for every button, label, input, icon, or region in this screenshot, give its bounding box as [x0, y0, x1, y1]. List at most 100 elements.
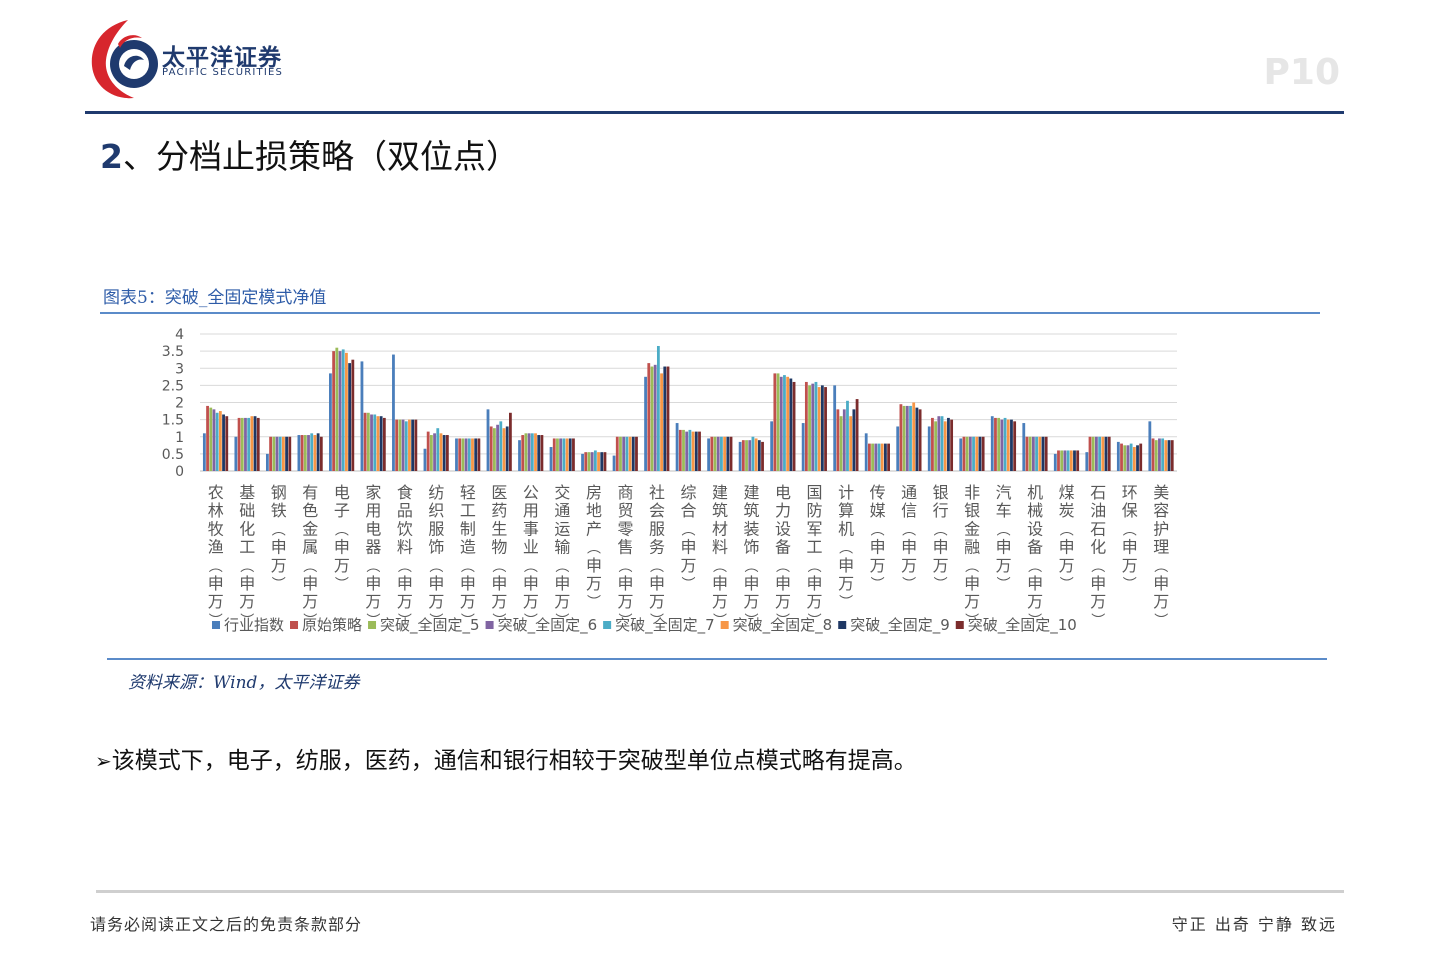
- bar: [341, 349, 345, 471]
- bar: [817, 387, 821, 471]
- legend-label: 突破_全固定_5: [380, 616, 480, 635]
- bar: [1101, 436, 1105, 471]
- legend-swatch: [290, 621, 299, 629]
- bar: [1028, 436, 1032, 471]
- bar: [965, 436, 969, 471]
- bar: [909, 405, 912, 471]
- bar: [887, 443, 890, 471]
- bar: [1098, 436, 1102, 471]
- bar: [710, 436, 714, 471]
- x-tick-label: 机械设备︵申万︶: [1027, 483, 1043, 629]
- bar: [855, 399, 859, 471]
- bar: [234, 436, 238, 471]
- y-tick-label: 0.5: [162, 447, 184, 463]
- bar: [644, 376, 647, 471]
- bar: [556, 438, 559, 471]
- bar: [244, 417, 247, 471]
- bullet-arrow-icon: ➢: [95, 749, 112, 773]
- bar: [467, 438, 471, 471]
- bar: [619, 436, 622, 471]
- x-tick-label: 房地产︵申万︶: [586, 483, 602, 611]
- y-tick-label: 4: [175, 327, 184, 343]
- bar: [713, 436, 717, 471]
- bar: [729, 436, 733, 471]
- bar: [1010, 419, 1013, 472]
- bar: [1158, 438, 1161, 471]
- bar: [552, 438, 556, 471]
- disclaimer-note: 请务必阅读正文之后的免责条款部分: [90, 915, 363, 934]
- bar: [1076, 450, 1080, 471]
- bar: [313, 435, 317, 471]
- bar: [486, 409, 490, 471]
- bar: [884, 443, 887, 471]
- bar: [880, 443, 884, 471]
- bar: [808, 385, 811, 472]
- bar: [685, 431, 689, 471]
- bar: [896, 426, 900, 471]
- bar: [509, 412, 512, 471]
- x-tick-label: 汽车︵申万︶: [996, 483, 1012, 593]
- bar: [445, 435, 449, 471]
- bar: [253, 416, 257, 471]
- x-tick-label: 环保︵申万︶: [1122, 483, 1138, 593]
- bar: [622, 436, 626, 471]
- bar: [439, 433, 443, 471]
- bar: [319, 436, 323, 471]
- bar: [530, 433, 534, 471]
- y-tick-label: 2: [175, 396, 184, 412]
- bar: [587, 452, 591, 471]
- bar: [392, 354, 395, 471]
- bar: [811, 383, 815, 471]
- bar: [433, 433, 436, 471]
- bar: [540, 435, 544, 471]
- bar: [779, 376, 783, 471]
- bar: [927, 426, 931, 471]
- bar: [401, 419, 405, 472]
- bar: [218, 411, 222, 471]
- x-tick-label: 非银金融︵申万︶: [964, 483, 980, 629]
- bar: [786, 376, 790, 471]
- x-tick-label: 美容护理︵申万︶: [1153, 483, 1169, 629]
- bar: [559, 438, 563, 471]
- legend-swatch: [603, 621, 612, 629]
- bar: [222, 414, 225, 471]
- legend-label: 原始策略: [302, 616, 362, 634]
- bar: [1120, 443, 1123, 471]
- bar: [792, 381, 796, 471]
- bar: [852, 409, 856, 471]
- bar: [905, 405, 909, 471]
- bar: [360, 361, 364, 471]
- bar: [789, 378, 793, 471]
- bar: [474, 438, 478, 471]
- bar: [527, 433, 531, 471]
- bar: [549, 447, 553, 471]
- x-tick-label: 综合︵申万︶: [680, 483, 696, 593]
- bar: [833, 385, 837, 472]
- bar: [871, 443, 874, 471]
- bar: [351, 359, 355, 471]
- legend-label: 突破_全固定_8: [733, 616, 833, 635]
- bar: [206, 405, 209, 471]
- bar: [335, 347, 339, 471]
- bar: [1091, 436, 1095, 471]
- brand-name-cn: 太平洋证券: [162, 45, 282, 71]
- legend-swatch: [720, 621, 729, 629]
- bar: [537, 435, 541, 471]
- bar: [316, 433, 320, 471]
- bar: [653, 364, 657, 471]
- bar: [1107, 436, 1111, 471]
- bar: [981, 436, 985, 471]
- bar: [783, 375, 786, 471]
- bar: [1060, 450, 1064, 471]
- x-tick-label: 煤炭︵申万︶: [1059, 483, 1075, 593]
- bar: [682, 429, 685, 471]
- section-number: 2: [100, 137, 123, 176]
- bar: [518, 440, 521, 471]
- bar: [404, 421, 408, 471]
- company-motto: 守正 出奇 宁静 致远: [1171, 915, 1337, 934]
- bar: [625, 436, 629, 471]
- bar: [329, 373, 332, 471]
- bar: [650, 366, 654, 471]
- bar: [1013, 421, 1017, 471]
- bar: [720, 436, 723, 471]
